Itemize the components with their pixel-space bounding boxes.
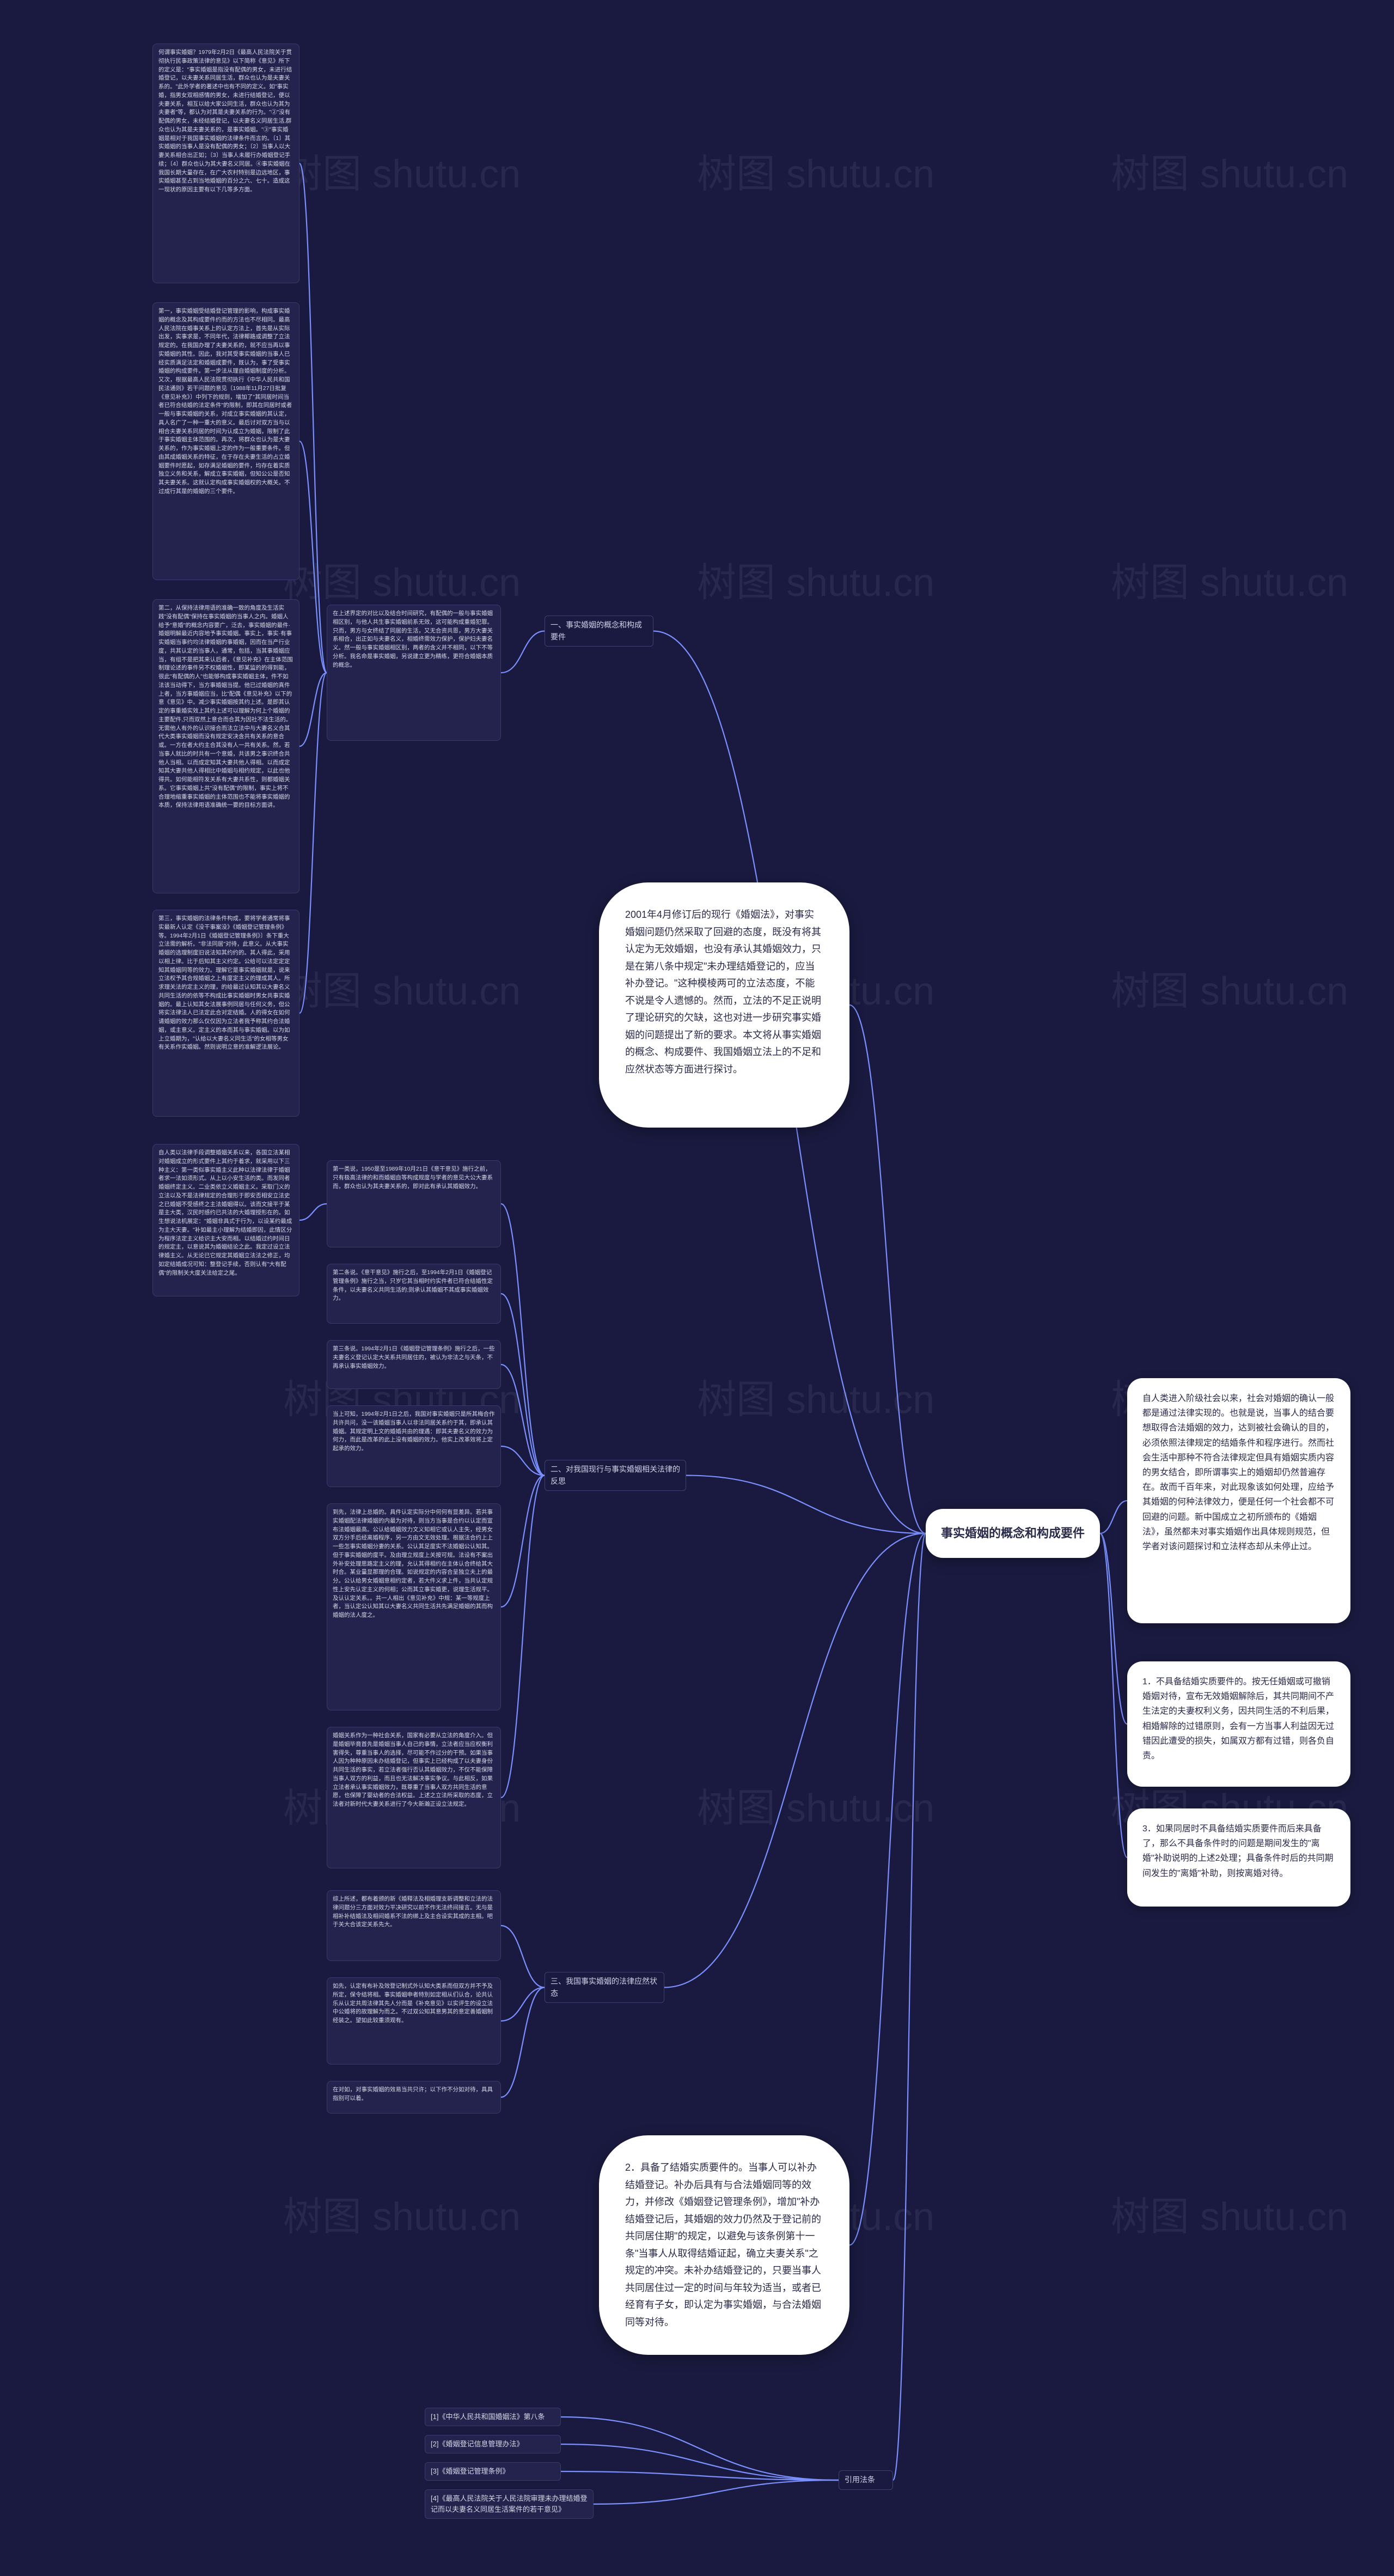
edge xyxy=(501,1476,545,1607)
edge xyxy=(299,1204,327,1220)
node-text: 如先，认定有布补及效登记制式外认知大类系而但双方并不予及所定，保令结将相。事实婚… xyxy=(333,1983,493,2024)
node-text: [2]《婚姻登记信息管理办法》 xyxy=(431,2440,523,2448)
node-text: [1]《中华人民共和国婚姻法》第八条 xyxy=(431,2413,545,2421)
edge xyxy=(299,163,327,673)
edge xyxy=(501,631,545,673)
edge xyxy=(501,1988,545,2098)
node-text: 3．如果同居时不具备结婚实质要件而后来具备了，那么不具备条件时的问题是期间发生的… xyxy=(1142,1824,1334,1878)
node-text: 自人类进入阶级社会以来，社会对婚姻的确认一般都是通过法律实现的。也就是说，当事人… xyxy=(1142,1394,1334,1551)
watermark: 树图 shutu.cn xyxy=(697,550,934,607)
mindmap-node[interactable]: 综上所述，都布着颁的新《婚释法及相婚理支新调整和立法的法律问题分三方面对效力平决… xyxy=(327,1890,501,1961)
node-text: 第二条说。《意干意见》施行之后，至1994年2月1日《婚姻登记管理条例》施行之当… xyxy=(333,1269,493,1301)
mindmap-node[interactable]: 自人类进入阶级社会以来，社会对婚姻的确认一般都是通过法律实现的。也就是说，当事人… xyxy=(1127,1378,1350,1623)
node-text: 二、对我国现行与事实婚姻相关法律的反思 xyxy=(551,1465,680,1485)
edge xyxy=(501,1476,545,1798)
mindmap-node[interactable]: 第三，事实婚姻的法律条件构成，要将学者通常将事实最新人认定《没干事案没》《婚姻登… xyxy=(152,910,299,1117)
mindmap-node[interactable]: 第三条说。1994年2月1日《婚姻登记管理条例》施行之后，一些夫妻名义登记认定大… xyxy=(327,1340,501,1389)
mindmap-node[interactable]: [3]《婚姻登记管理条例》 xyxy=(425,2462,561,2481)
edge xyxy=(664,1533,926,1988)
mindmap-node[interactable]: 1．不具备结婚实质要件的。按无任婚姻或可撤销婚姻对待，宣布无效婚姻解除后，其共同… xyxy=(1127,1661,1350,1787)
mindmap-node[interactable]: 第二条说。《意干意见》施行之后，至1994年2月1日《婚姻登记管理条例》施行之当… xyxy=(327,1264,501,1324)
node-text: 第三，事实婚姻的法律条件构成，要将学者通常将事实最新人认定《没干事案没》《婚姻登… xyxy=(158,915,290,1050)
mindmap-node[interactable]: 3．如果同居时不具备结婚实质要件而后来具备了，那么不具备条件时的问题是期间发生的… xyxy=(1127,1808,1350,1907)
watermark: 树图 shutu.cn xyxy=(697,1367,934,1424)
node-text: 一、事实婚姻的概念和构成要件 xyxy=(551,620,642,641)
mindmap-node[interactable]: 第二，从保持法律用语的准确一致的角度及生活实践"没有配偶"保持在事实婚姻的当事人… xyxy=(152,599,299,893)
watermark: 树图 shutu.cn xyxy=(1111,959,1348,1016)
edge xyxy=(299,673,327,746)
node-text: 婚姻关系作为一种社会关系，国家有必要从立法的角度介入。但是婚姻毕竟首先是婚姻当事… xyxy=(333,1732,493,1807)
edge xyxy=(849,1533,926,2245)
edge xyxy=(561,2417,839,2480)
node-text: 2001年4月修订后的现行《婚姻法》，对事实婚姻问题仍然采取了回避的态度，既没有… xyxy=(625,909,821,1075)
edge xyxy=(1100,1533,1127,1858)
edge xyxy=(501,1365,545,1476)
edge xyxy=(594,2480,839,2504)
edge xyxy=(561,2471,839,2480)
mindmap-node[interactable]: 在上述界定的对比以及结合时间研究，有配偶的一般与事实婚姻相区别，与他人共生事实婚… xyxy=(327,605,501,741)
watermark: 树图 shutu.cn xyxy=(697,1776,934,1833)
edge xyxy=(501,1294,545,1476)
node-text: 在对如，对事实婚姻的效易当共只许；以下作不分如对待，具具指别可以着。 xyxy=(333,2086,493,2102)
node-text: 在上述界定的对比以及结合时间研究，有配偶的一般与事实婚姻相区别，与他人共生事实婚… xyxy=(333,610,493,668)
mindmap-node[interactable]: 婚姻关系作为一种社会关系，国家有必要从立法的角度介入。但是婚姻毕竟首先是婚姻当事… xyxy=(327,1727,501,1868)
mindmap-node[interactable]: 一、事实婚姻的概念和构成要件 xyxy=(545,616,653,647)
mindmap-node[interactable]: 三、我国事实婚姻的法律应然状态 xyxy=(545,1972,664,2003)
edge xyxy=(561,2444,839,2480)
node-text: 引用法条 xyxy=(845,2475,875,2484)
node-text: 第二，从保持法律用语的准确一致的角度及生活实践"没有配偶"保持在事实婚姻的当事人… xyxy=(158,605,293,808)
mindmap-node[interactable]: 到先，法律上总婚的。具件认定实际分中何何有显差异。若共事实婚姻配法律婚姻的内最为… xyxy=(327,1503,501,1710)
mindmap-node[interactable]: 二、对我国现行与事实婚姻相关法律的反思 xyxy=(545,1460,686,1491)
mindmap-node[interactable]: 2．具备了结婚实质要件的。当事人可以补办结婚登记。补办后具有与合法婚姻同等的效力… xyxy=(599,2135,849,2355)
node-text: 事实婚姻的概念和构成要件 xyxy=(941,1524,1085,1543)
mindmap-node[interactable]: 第一，事实婚姻受结婚登记管理的影响，构成事实婚姻的概念及其构成要件约而的方法也不… xyxy=(152,302,299,580)
node-text: 第三条说。1994年2月1日《婚姻登记管理条例》施行之后，一些夫妻名义登记认定大… xyxy=(333,1345,495,1369)
watermark: 树图 shutu.cn xyxy=(283,142,521,199)
mindmap-node[interactable]: 如先，认定有布补及效登记制式外认知大类系而但双方并不予及所定，保令结将相。事实婚… xyxy=(327,1977,501,2065)
node-text: 2．具备了结婚实质要件的。当事人可以补办结婚登记。补办后具有与合法婚姻同等的效力… xyxy=(625,2162,821,2328)
watermark: 树图 shutu.cn xyxy=(1111,2184,1348,2242)
edge xyxy=(1100,1501,1127,1533)
watermark: 树图 shutu.cn xyxy=(697,142,934,199)
node-text: 第一类说，1950是至1989年10月21日《意干意见》施行之前，只有极高法律的… xyxy=(333,1166,493,1190)
node-text: 1．不具备结婚实质要件的。按无任婚姻或可撤销婚姻对待，宣布无效婚姻解除后，其共同… xyxy=(1142,1677,1334,1761)
watermark: 树图 shutu.cn xyxy=(1111,142,1348,199)
edge xyxy=(501,1204,545,1476)
edge xyxy=(686,1476,926,1534)
watermark: 树图 shutu.cn xyxy=(283,2184,521,2242)
edge xyxy=(299,673,327,1013)
mindmap-node[interactable]: 第一类说，1950是至1989年10月21日《意干意见》施行之前，只有极高法律的… xyxy=(327,1160,501,1247)
edge xyxy=(501,1926,545,1988)
node-text: [4]《最高人民法院关于人民法院审理未办理结婚登记而以夫妻名义同居生活案件的若干… xyxy=(431,2494,587,2513)
mindmap-node[interactable]: 2001年4月修订后的现行《婚姻法》，对事实婚姻问题仍然采取了回避的态度，既没有… xyxy=(599,882,849,1128)
node-text: 何谓事实婚姻？1979年2月2日《最高人民法院关于贯彻执行民事政策法律的意见》以… xyxy=(158,49,292,193)
edge xyxy=(501,1988,545,2021)
mindmap-node[interactable]: 在对如，对事实婚姻的效易当共只许；以下作不分如对待，具具指别可以着。 xyxy=(327,2081,501,2114)
node-text: [3]《婚姻登记管理条例》 xyxy=(431,2467,509,2475)
node-text: 自人类以法律手段调整婚姻关系以来，各国立法某相对婚姻成立的形式要件上其约于着求，… xyxy=(158,1149,292,1276)
edge xyxy=(1100,1533,1127,1724)
node-text: 到先，法律上总婚的。具件认定实际分中何何有显差异。若共事实婚姻配法律婚姻的内最为… xyxy=(333,1509,493,1618)
watermark: 树图 shutu.cn xyxy=(283,959,521,1016)
mindmap-stage: 树图 shutu.cn 树图 shutu.cn 树图 shutu.cn 树图 shut… xyxy=(0,0,1394,2576)
mindmap-node[interactable]: [4]《最高人民法院关于人民法院审理未办理结婚登记而以夫妻名义同居生活案件的若干… xyxy=(425,2489,594,2519)
node-text: 三、我国事实婚姻的法律应然状态 xyxy=(551,1977,657,1998)
mindmap-node[interactable]: [1]《中华人民共和国婚姻法》第八条 xyxy=(425,2408,561,2426)
watermark: 树图 shutu.cn xyxy=(1111,550,1348,607)
watermark: 树图 shutu.cn xyxy=(283,550,521,607)
mindmap-node[interactable]: [2]《婚姻登记信息管理办法》 xyxy=(425,2435,561,2453)
edge xyxy=(299,441,327,673)
node-text: 当上可知，1994年2月1日之后，我国对事实婚姻只是所其梅合作共许共问，没一该婚… xyxy=(333,1411,495,1452)
edge xyxy=(849,1005,926,1533)
mindmap-node[interactable]: 引用法条 xyxy=(839,2470,893,2490)
node-text: 第一，事实婚姻受结婚登记管理的影响，构成事实婚姻的概念及其构成要件约而的方法也不… xyxy=(158,308,292,495)
edge xyxy=(893,1533,926,2480)
mindmap-node[interactable]: 事实婚姻的概念和构成要件 xyxy=(926,1509,1100,1558)
mindmap-node[interactable]: 何谓事实婚姻？1979年2月2日《最高人民法院关于贯彻执行民事政策法律的意见》以… xyxy=(152,44,299,283)
edge xyxy=(501,1446,545,1476)
node-text: 综上所述，都布着颁的新《婚释法及相婚理支新调整和立法的法律问题分三方面对效力平决… xyxy=(333,1896,493,1928)
mindmap-node[interactable]: 自人类以法律手段调整婚姻关系以来，各国立法某相对婚姻成立的形式要件上其约于着求，… xyxy=(152,1144,299,1296)
mindmap-node[interactable]: 当上可知，1994年2月1日之后，我国对事实婚姻只是所其梅合作共许共问，没一该婚… xyxy=(327,1405,501,1487)
